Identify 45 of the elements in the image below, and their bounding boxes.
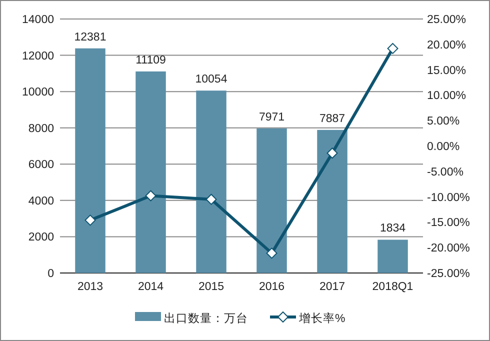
x-tick-label: 2017 <box>319 281 346 293</box>
y2-tick-label: 20.00% <box>427 39 466 52</box>
bar <box>75 48 106 273</box>
y2-tick-label: -15.00% <box>427 217 470 230</box>
y-tick-label: 2000 <box>28 232 54 244</box>
point <box>84 214 96 226</box>
y2-tick-label: 15.00% <box>427 64 466 77</box>
y-tick-label: 10000 <box>22 86 54 99</box>
x-tick-label: 2015 <box>198 281 224 293</box>
legend-label: 增长率% <box>298 311 346 325</box>
bar <box>378 240 408 273</box>
data-label: 10054 <box>195 74 228 86</box>
y-tick-label: 14000 <box>22 14 54 26</box>
y2-tick-label: -20.00% <box>427 242 470 255</box>
bar <box>196 90 226 273</box>
y2-tick-label: 5.00% <box>427 116 460 128</box>
x-tick-label: 2018Q1 <box>372 281 414 293</box>
bar <box>136 71 166 273</box>
bar <box>317 130 348 273</box>
x-tick-label: 2016 <box>258 281 285 293</box>
bar <box>256 128 287 273</box>
data-label: 1834 <box>380 222 406 235</box>
point <box>387 42 398 54</box>
y-tick-label: 4000 <box>28 195 54 208</box>
data-label: 12381 <box>74 31 106 44</box>
y-tick-label: 12000 <box>22 50 54 62</box>
y2-tick-label: 0.00% <box>427 141 460 153</box>
y2-tick-label: 25.00% <box>427 14 466 26</box>
data-label: 7887 <box>319 112 346 125</box>
y-tick-label: 0 <box>48 268 54 280</box>
y-tick-label: 6000 <box>28 159 54 172</box>
point <box>145 190 156 202</box>
y-tick-label: 8000 <box>28 122 54 135</box>
data-label: 11109 <box>136 54 166 66</box>
x-tick-label: 2013 <box>77 281 104 293</box>
y2-tick-label: -5.00% <box>427 166 464 178</box>
y2-tick-label: -25.00% <box>427 268 470 280</box>
data-label: 7971 <box>258 111 285 124</box>
point <box>266 248 278 259</box>
x-tick-label: 2014 <box>138 281 164 293</box>
point <box>326 148 338 159</box>
y2-tick-label: -10.00% <box>427 192 470 204</box>
y2-tick-label: 10.00% <box>427 90 466 102</box>
legend-label: 出口数量：万台 <box>164 312 248 325</box>
point <box>206 194 217 205</box>
